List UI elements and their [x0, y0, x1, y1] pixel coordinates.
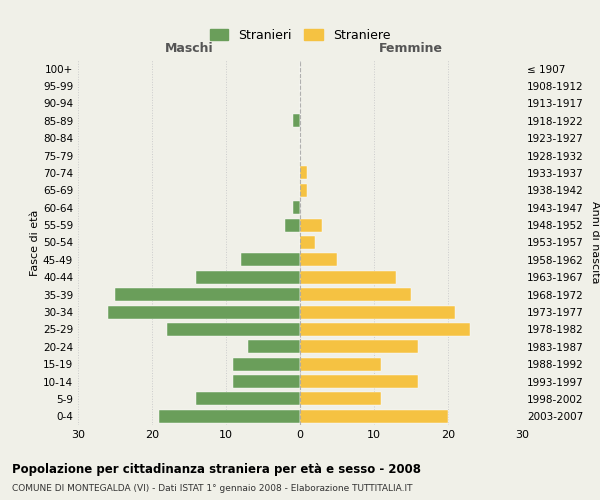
Bar: [300, 236, 315, 249]
Bar: [300, 340, 418, 353]
Bar: [300, 288, 411, 301]
Bar: [167, 323, 300, 336]
Bar: [285, 218, 300, 232]
Bar: [196, 392, 300, 406]
Bar: [233, 358, 300, 370]
Bar: [300, 375, 418, 388]
Bar: [248, 340, 300, 353]
Bar: [300, 184, 307, 197]
Bar: [293, 114, 300, 128]
Text: COMUNE DI MONTEGALDA (VI) - Dati ISTAT 1° gennaio 2008 - Elaborazione TUTTITALIA: COMUNE DI MONTEGALDA (VI) - Dati ISTAT 1…: [12, 484, 413, 493]
Bar: [241, 254, 300, 266]
Bar: [300, 410, 448, 423]
Bar: [300, 306, 455, 318]
Bar: [293, 201, 300, 214]
Bar: [300, 270, 396, 284]
Bar: [233, 375, 300, 388]
Bar: [300, 358, 382, 370]
Bar: [160, 410, 300, 423]
Text: Popolazione per cittadinanza straniera per età e sesso - 2008: Popolazione per cittadinanza straniera p…: [12, 462, 421, 475]
Bar: [300, 218, 322, 232]
Bar: [300, 323, 470, 336]
Bar: [300, 392, 382, 406]
Bar: [107, 306, 300, 318]
Y-axis label: Fasce di età: Fasce di età: [30, 210, 40, 276]
Bar: [300, 254, 337, 266]
Bar: [115, 288, 300, 301]
Text: Maschi: Maschi: [164, 42, 214, 55]
Legend: Stranieri, Straniere: Stranieri, Straniere: [203, 22, 397, 48]
Bar: [300, 166, 307, 179]
Text: Femmine: Femmine: [379, 42, 443, 55]
Y-axis label: Anni di nascita: Anni di nascita: [590, 201, 600, 284]
Bar: [196, 270, 300, 284]
